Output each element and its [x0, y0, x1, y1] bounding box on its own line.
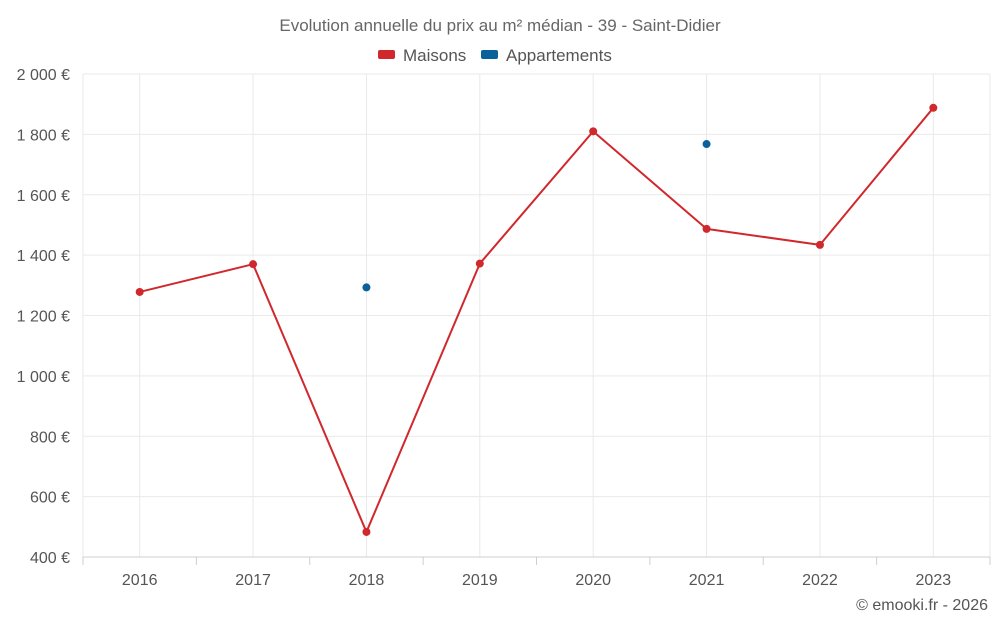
x-tick-label: 2019 — [462, 572, 498, 589]
data-point-appartements-2021[interactable] — [702, 140, 711, 149]
x-tick-label: 2023 — [916, 572, 952, 589]
legend-item-maisons[interactable]: Maisons — [378, 46, 466, 65]
data-point-maisons-2016[interactable] — [135, 287, 144, 296]
x-tick-label: 2018 — [349, 572, 385, 589]
series-line-maisons — [478, 130, 595, 265]
series-line-maisons — [818, 106, 935, 246]
series-line-maisons — [365, 262, 481, 533]
data-point-maisons-2020[interactable] — [589, 127, 598, 136]
series-line-maisons — [252, 263, 368, 533]
data-point-maisons-2021[interactable] — [702, 224, 711, 233]
series — [135, 103, 938, 536]
data-point-appartements-2018[interactable] — [362, 283, 371, 292]
copyright-footer: © emooki.fr - 2026 — [856, 597, 988, 614]
data-point-maisons-2019[interactable] — [475, 259, 484, 268]
y-tick-label: 1 800 € — [17, 127, 70, 144]
y-tick-label: 1 400 € — [17, 248, 70, 265]
legend: Maisons Appartements — [378, 46, 612, 65]
data-point-maisons-2018[interactable] — [362, 527, 371, 536]
series-line-maisons — [138, 263, 255, 293]
x-tick-label: 2016 — [122, 572, 158, 589]
legend-swatch-appartements — [481, 50, 498, 59]
x-tick-label: 2017 — [235, 572, 271, 589]
y-tick-label: 2 000 € — [17, 67, 70, 84]
gridlines — [82, 73, 991, 557]
legend-label-maisons: Maisons — [403, 46, 466, 65]
x-tick-label: 2021 — [689, 572, 725, 589]
y-tick-label: 1 200 € — [17, 309, 70, 326]
legend-item-appartements[interactable]: Appartements — [481, 46, 612, 65]
legend-label-appartements: Appartements — [506, 46, 612, 65]
data-point-maisons-2017[interactable] — [249, 260, 258, 269]
y-tick-label: 1 600 € — [17, 188, 70, 205]
data-point-maisons-2023[interactable] — [929, 103, 938, 112]
chart-title: Evolution annuelle du prix au m² médian … — [279, 16, 721, 35]
y-tick-label: 800 € — [30, 429, 70, 446]
y-tick-label: 1 000 € — [17, 369, 70, 386]
series-line-maisons — [592, 130, 708, 230]
x-tick-label: 2020 — [575, 572, 611, 589]
legend-swatch-maisons — [378, 50, 395, 59]
y-tick-label: 400 € — [30, 550, 70, 567]
series-line-maisons — [705, 227, 821, 246]
data-point-maisons-2022[interactable] — [815, 240, 824, 249]
x-axis: 2016 2017 2018 2019 2020 2021 2022 2023 — [82, 556, 991, 589]
y-tick-label: 600 € — [30, 490, 70, 507]
y-axis: 400 € 600 € 800 € 1 000 € 1 200 € 1 400 € 1 60… — [17, 67, 70, 567]
x-tick-label: 2022 — [802, 572, 838, 589]
